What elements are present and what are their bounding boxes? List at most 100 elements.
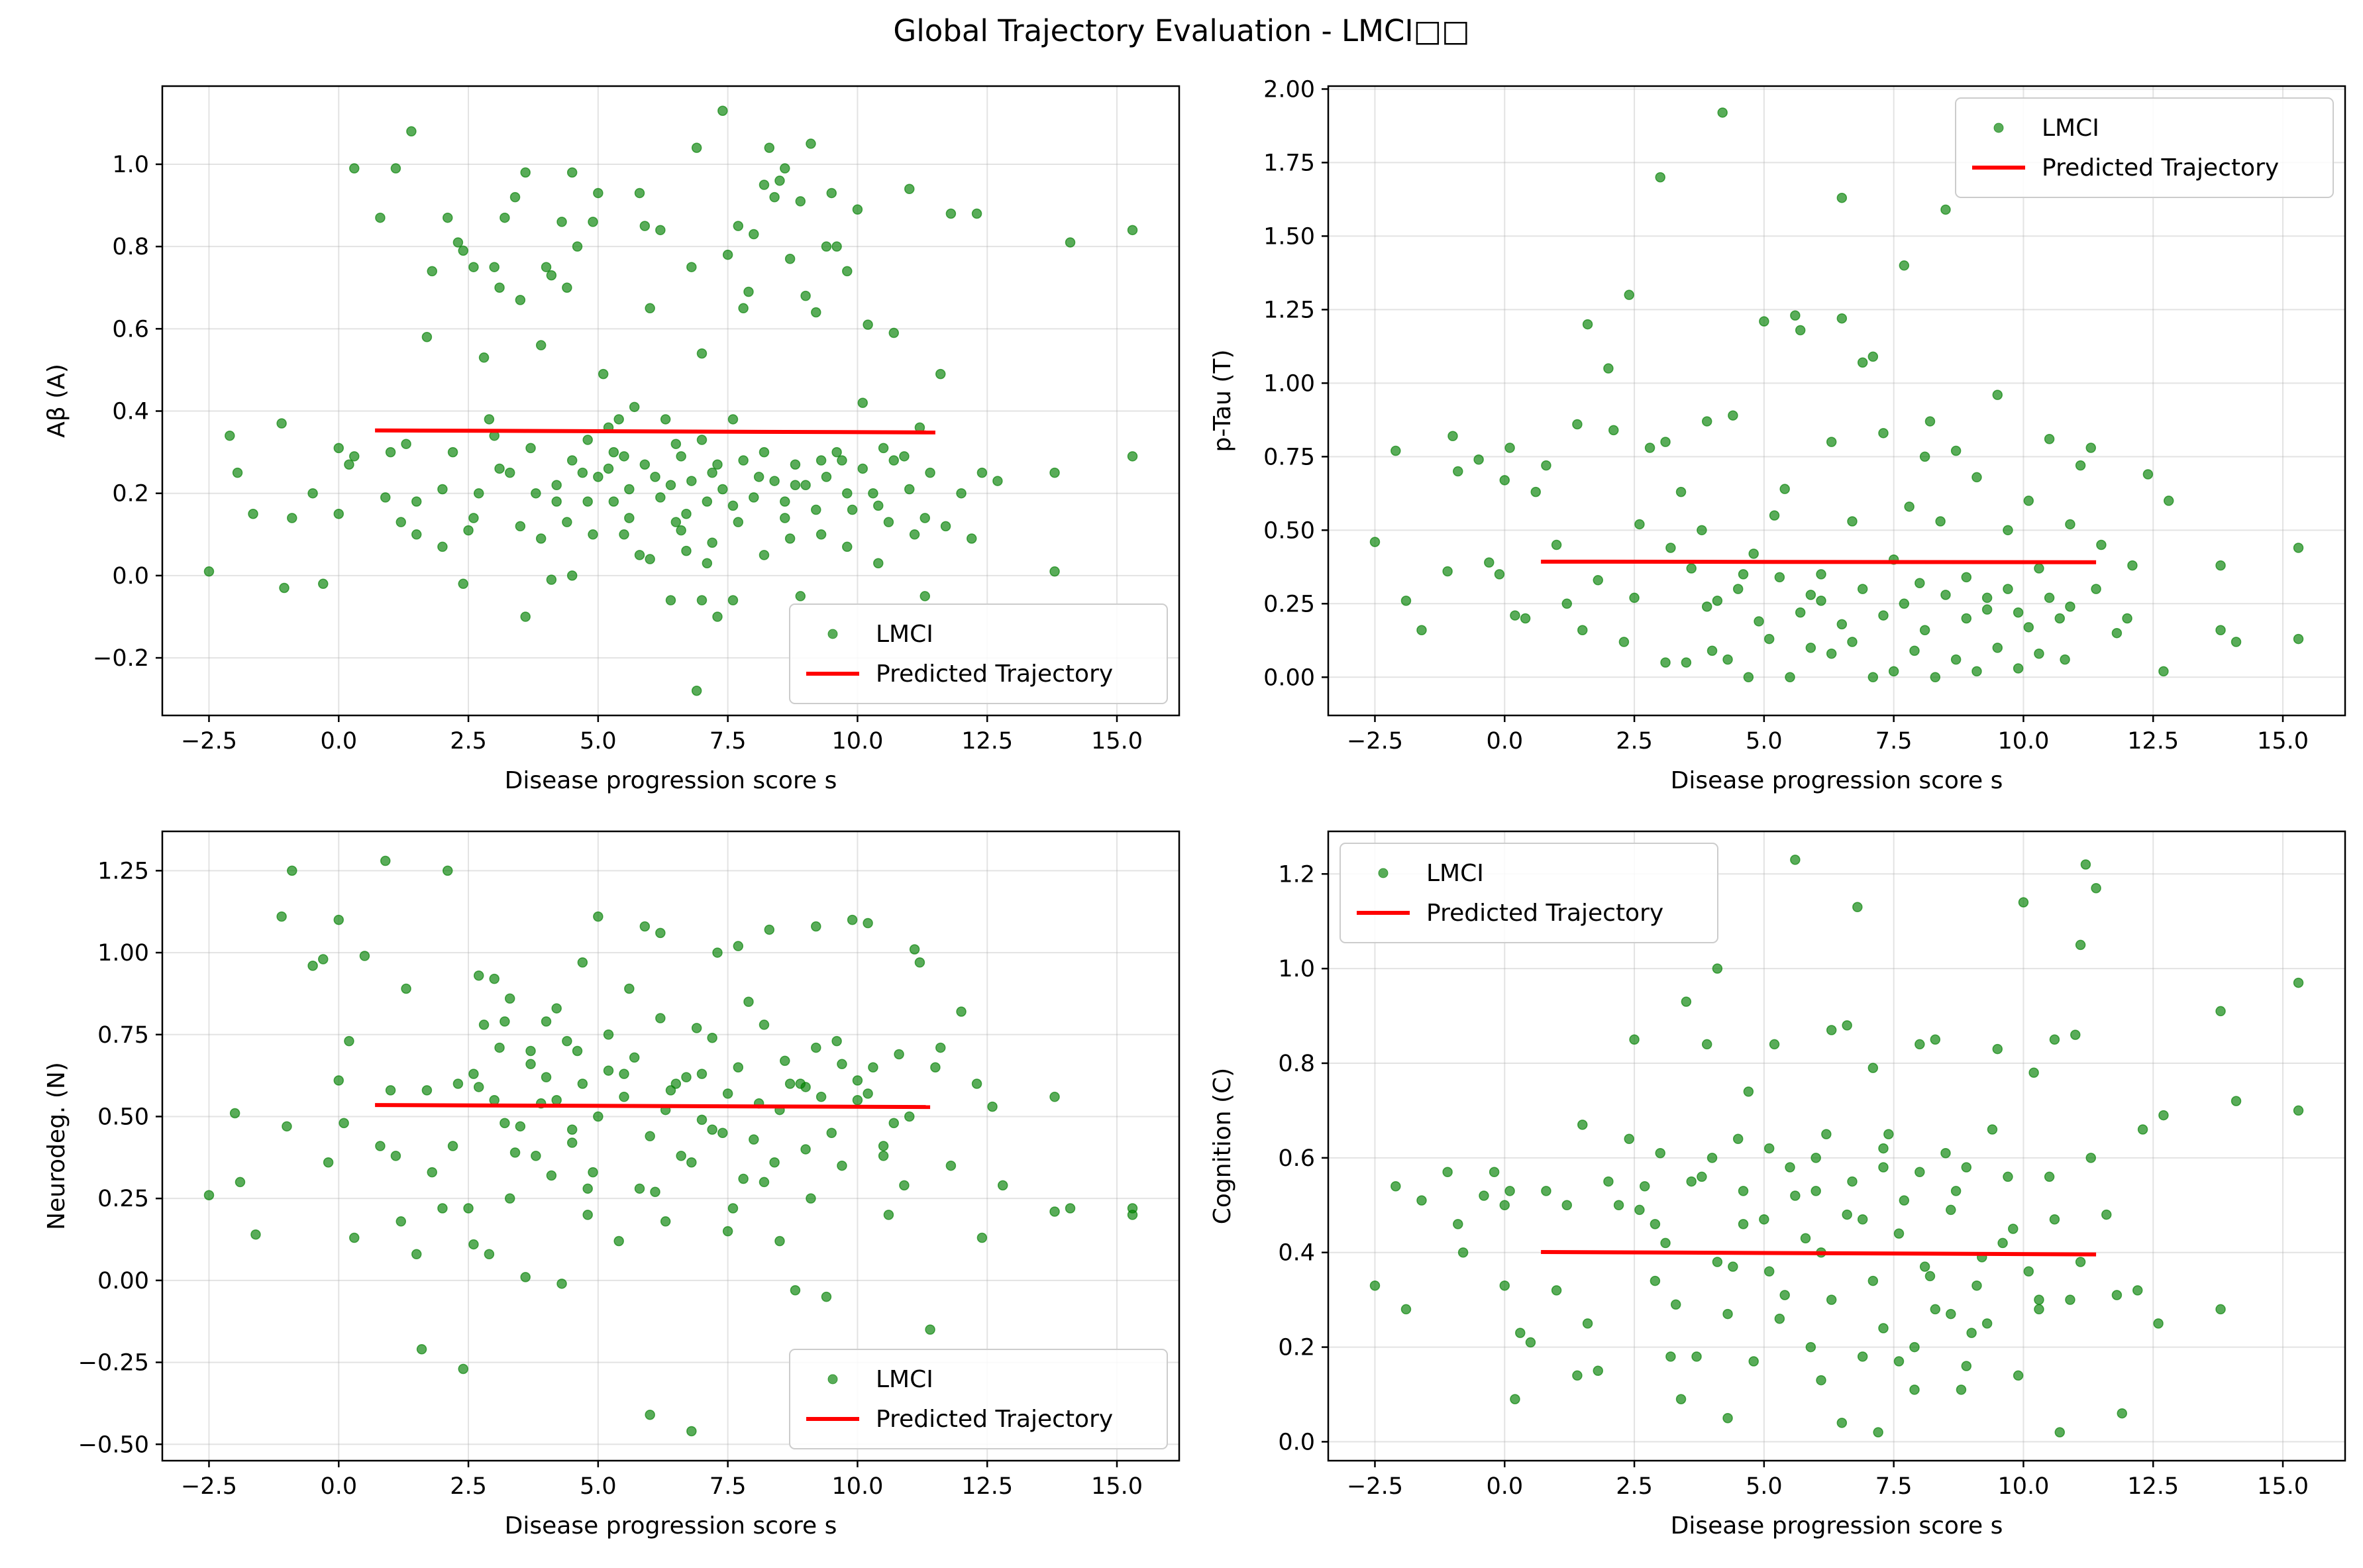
data-point [852, 204, 863, 215]
data-point [1675, 486, 1687, 497]
y-tick-label: 0.00 [1263, 664, 1315, 691]
data-point [2122, 613, 2132, 624]
trajectory-line [1541, 1250, 2097, 1257]
data-point [551, 1094, 562, 1106]
data-point [733, 221, 744, 231]
data-point [1722, 1308, 1733, 1320]
data-point [531, 1151, 541, 1161]
legend-label-lmci: LMCI [876, 1366, 933, 1393]
data-point [1924, 416, 1936, 427]
data-point [1665, 543, 1676, 553]
data-point [1816, 569, 1826, 580]
legend-box [789, 603, 1168, 704]
data-point [1790, 1190, 1801, 1201]
data-point [608, 496, 619, 507]
data-point [287, 513, 297, 523]
data-point [619, 1092, 629, 1102]
x-tick-label: 2.5 [1616, 1473, 1653, 1500]
data-point [800, 1144, 811, 1155]
data-point [1489, 1167, 1500, 1178]
data-point [1593, 1365, 1603, 1377]
data-point [1961, 1361, 1972, 1371]
data-point [1624, 1133, 1634, 1145]
data-point [769, 1157, 780, 1168]
data-point [1878, 1162, 1889, 1173]
data-point [248, 509, 258, 519]
data-point [2054, 613, 2066, 624]
data-point [1971, 666, 1982, 677]
data-point [1878, 610, 1889, 621]
data-point [655, 492, 666, 503]
data-point [702, 558, 713, 569]
x-tick-label: 7.5 [1875, 1473, 1913, 1500]
data-point [2137, 1124, 2148, 1135]
y-tick-label: 1.0 [112, 152, 149, 178]
data-point [660, 1216, 671, 1227]
data-point [2060, 654, 2070, 665]
data-point [1479, 1190, 1489, 1201]
x-axis-label: Disease progression score s [505, 1512, 837, 1540]
data-point [499, 1016, 510, 1027]
data-point [634, 187, 645, 199]
data-point [837, 1160, 847, 1171]
y-tick-label: 1.2 [1278, 861, 1315, 888]
y-tick-label: 1.25 [97, 858, 149, 884]
data-point [232, 467, 243, 478]
data-point [987, 1101, 998, 1112]
data-point [307, 961, 318, 971]
data-point [1484, 557, 1495, 568]
x-tick-label: 5.0 [1746, 728, 1783, 755]
data-point [1997, 1237, 2008, 1249]
data-point [1935, 516, 1946, 527]
data-point [935, 368, 946, 380]
data-point [1541, 460, 1551, 471]
data-point [593, 472, 604, 482]
data-point [676, 525, 686, 536]
data-point [437, 484, 448, 495]
data-point [826, 187, 837, 199]
data-point [1930, 1034, 1941, 1045]
data-point [1816, 1375, 1826, 1386]
data-point [504, 1193, 515, 1204]
data-point [1878, 1143, 1889, 1154]
y-tick-label: −0.50 [78, 1432, 149, 1458]
data-point [1915, 578, 1925, 588]
data-point [577, 467, 588, 478]
data-point [738, 455, 749, 466]
x-tick-label: 7.5 [1875, 728, 1913, 755]
data-point [535, 533, 547, 544]
data-point [276, 418, 287, 429]
data-point [681, 509, 692, 519]
data-point [489, 1094, 499, 1106]
data-point [1697, 1171, 1707, 1182]
data-point [333, 914, 344, 925]
data-point [1826, 437, 1837, 447]
data-point [753, 472, 764, 482]
data-point [203, 1190, 215, 1200]
y-tick-label: 0.25 [1263, 591, 1315, 617]
data-point [790, 480, 801, 491]
data-point [380, 492, 391, 503]
data-point [1867, 1063, 1879, 1073]
data-point [484, 414, 495, 425]
data-point [686, 476, 697, 486]
data-point [1391, 1180, 1401, 1192]
data-point [888, 1118, 900, 1129]
axes-frame [1327, 85, 2346, 717]
data-point [2003, 584, 2013, 594]
data-point [717, 1127, 728, 1138]
data-point [966, 533, 977, 544]
data-point [702, 496, 713, 507]
data-point [1842, 1020, 1852, 1031]
data-point [676, 451, 686, 462]
data-point [639, 221, 651, 231]
data-point [1499, 1280, 1510, 1291]
data-point [1805, 1341, 1816, 1353]
data-point [2075, 939, 2086, 951]
data-point [1759, 316, 1769, 327]
data-point [1763, 633, 1775, 645]
data-point [1919, 1261, 1930, 1272]
data-point [1701, 1039, 1712, 1050]
data-point [2023, 622, 2034, 633]
data-point [473, 970, 484, 981]
